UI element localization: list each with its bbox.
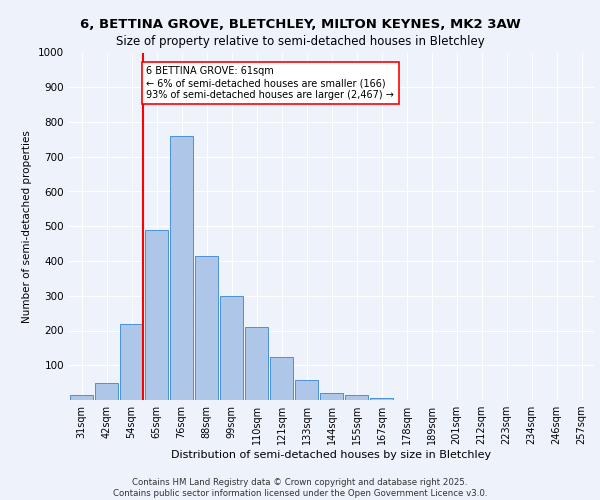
Text: 6, BETTINA GROVE, BLETCHLEY, MILTON KEYNES, MK2 3AW: 6, BETTINA GROVE, BLETCHLEY, MILTON KEYN… (80, 18, 520, 30)
Y-axis label: Number of semi-detached properties: Number of semi-detached properties (22, 130, 32, 322)
Bar (245, 327, 268, 400)
Bar (119, 324, 143, 400)
Bar (344, 396, 368, 400)
Bar (170, 136, 193, 400)
Bar (320, 393, 343, 400)
Text: Size of property relative to semi-detached houses in Bletchley: Size of property relative to semi-detach… (116, 35, 484, 48)
Bar (269, 356, 293, 400)
Bar (95, 382, 118, 400)
Bar (295, 380, 319, 400)
Bar (145, 230, 169, 400)
X-axis label: Distribution of semi-detached houses by size in Bletchley: Distribution of semi-detached houses by … (172, 450, 491, 460)
Text: 6 BETTINA GROVE: 61sqm
← 6% of semi-detached houses are smaller (166)
93% of sem: 6 BETTINA GROVE: 61sqm ← 6% of semi-deta… (146, 66, 394, 100)
Text: Contains HM Land Registry data © Crown copyright and database right 2025.
Contai: Contains HM Land Registry data © Crown c… (113, 478, 487, 498)
Bar (194, 256, 218, 400)
Bar (220, 296, 244, 400)
Bar (70, 395, 94, 400)
Bar (370, 398, 394, 400)
